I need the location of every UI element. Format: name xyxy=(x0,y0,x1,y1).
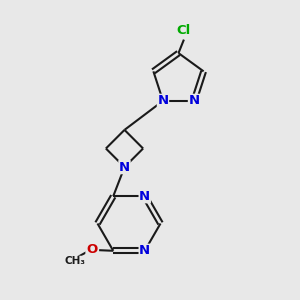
Text: N: N xyxy=(119,160,130,174)
Text: Cl: Cl xyxy=(177,24,191,37)
Text: CH₃: CH₃ xyxy=(65,256,86,266)
Text: N: N xyxy=(139,190,150,203)
Text: N: N xyxy=(188,94,200,107)
Text: N: N xyxy=(158,94,169,107)
Text: O: O xyxy=(86,243,97,256)
Text: N: N xyxy=(139,244,150,257)
